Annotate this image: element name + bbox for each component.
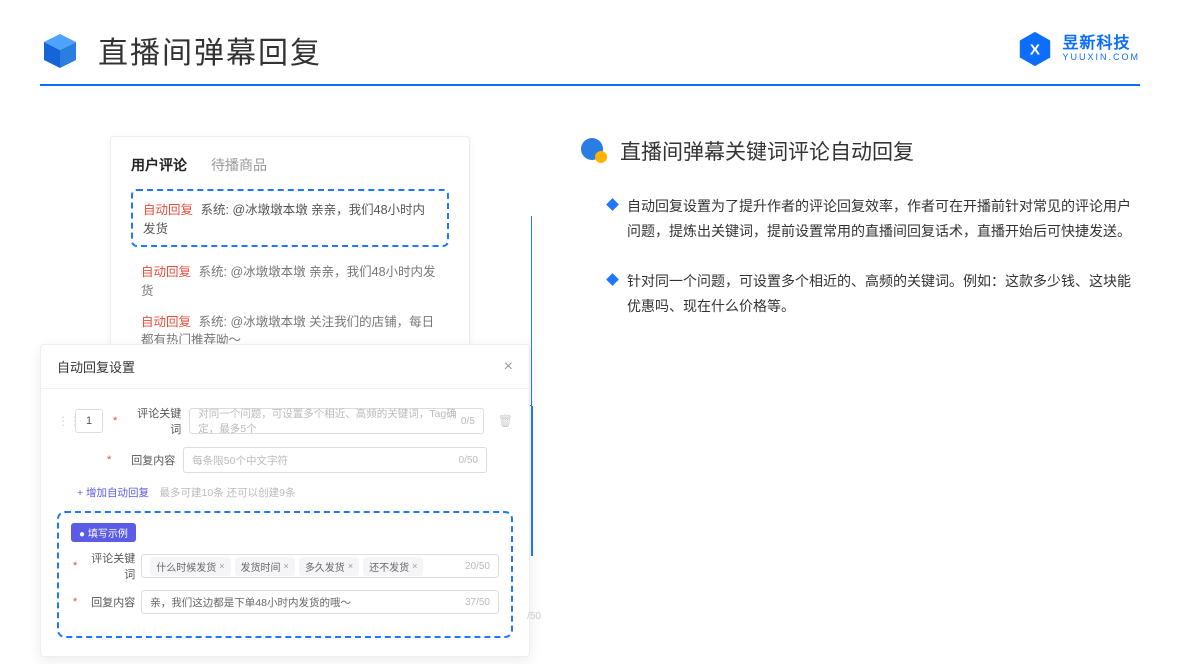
bullet-text: 针对同一个问题，可设置多个相近的、高频的关键词。例如：这款多少钱、这块能优惠吗、…	[627, 269, 1140, 318]
content-label: 回复内容	[121, 452, 175, 468]
tag-chip[interactable]: 多久发货×	[299, 557, 359, 576]
placeholder-text: 对同一个问题，可设置多个相近、高频的关键词，Tag确定，最多5个	[198, 406, 461, 436]
page-title: 直播间弹幕回复	[98, 28, 322, 72]
order-number: 1	[75, 409, 103, 433]
example-content-text: 亲，我们这边都是下单48小时内发货的哦～	[150, 595, 351, 610]
tag-remove-icon[interactable]: ×	[412, 561, 417, 571]
tag-chip[interactable]: 什么时候发货×	[150, 557, 230, 576]
section-title: 直播间弹幕关键词评论自动回复	[620, 136, 914, 166]
example-keyword-input[interactable]: 什么时候发货× 发货时间×多久发货×还不发货× 20/50	[141, 554, 499, 578]
auto-reply-tag: 自动回复	[141, 265, 191, 279]
left-column: 用户评论 待播商品 自动回复 系统: @冰墩墩本墩 亲亲，我们48小时内发货 自…	[40, 136, 540, 381]
settings-modal: 自动回复设置 × ⋮⋮ 1 * 评论关键词 对同一个问题，可设置多个相近、高频的…	[40, 344, 530, 657]
svg-text:X: X	[1030, 42, 1040, 59]
tag-chip[interactable]: 发货时间×	[235, 557, 295, 576]
add-reply-link[interactable]: + 增加自动回复	[77, 487, 149, 499]
brand-logo-icon: X	[1016, 30, 1054, 68]
tag-list: 什么时候发货× 发货时间×多久发货×还不发货×	[150, 557, 427, 576]
placeholder-text: 每条限50个中文字符	[192, 453, 288, 468]
tag-remove-icon[interactable]: ×	[348, 561, 353, 571]
auto-reply-tag: 自动回复	[141, 315, 191, 329]
diamond-icon	[606, 198, 619, 211]
counter: 0/5	[461, 416, 475, 427]
drag-handle-icon[interactable]: ⋮⋮	[57, 414, 67, 428]
connector-line-2	[531, 406, 533, 556]
right-column: 直播间弹幕关键词评论自动回复 自动回复设置为了提升作者的评论回复效率，作者可在开…	[580, 136, 1140, 381]
tab-pending-goods[interactable]: 待播商品	[211, 155, 267, 175]
tag-remove-icon[interactable]: ×	[219, 561, 224, 571]
cube-icon	[40, 30, 80, 70]
example-badge: ● 填写示例	[71, 523, 136, 542]
add-hint: 最多可建10条 还可以创建9条	[160, 487, 296, 499]
diamond-icon	[606, 273, 619, 286]
auto-reply-tag: 自动回复	[143, 203, 193, 217]
keyword-label: 评论关键词	[85, 550, 135, 582]
sys-label: 系统:	[201, 203, 229, 217]
tag-chip[interactable]: 还不发货×	[363, 557, 423, 576]
page-header: 直播间弹幕回复	[0, 0, 1180, 84]
bullet-item: 自动回复设置为了提升作者的评论回复效率，作者可在开播前针对常见的评论用户问题，提…	[580, 194, 1140, 243]
required-dot: *	[113, 415, 117, 427]
trash-icon[interactable]: 🗑	[498, 414, 513, 428]
bullet-text: 自动回复设置为了提升作者的评论回复效率，作者可在开播前针对常见的评论用户问题，提…	[627, 194, 1140, 243]
highlighted-comment: 自动回复 系统: @冰墩墩本墩 亲亲，我们48小时内发货	[131, 189, 449, 247]
close-icon[interactable]: ×	[504, 358, 513, 376]
brand-url: YUUXIN.COM	[1062, 53, 1140, 63]
sys-label: 系统:	[199, 265, 227, 279]
comment-row: 自动回复 系统: @冰墩墩本墩 亲亲，我们48小时内发货	[131, 257, 449, 307]
example-box: ● 填写示例 * 评论关键词 什么时候发货× 发货时间×多久发货×还不发货× 20…	[57, 511, 513, 638]
keyword-input[interactable]: 对同一个问题，可设置多个相近、高频的关键词，Tag确定，最多5个 0/5	[189, 408, 483, 434]
tag-remove-icon[interactable]: ×	[284, 561, 289, 571]
sys-label: 系统:	[199, 315, 227, 329]
tab-user-comments[interactable]: 用户评论	[131, 155, 187, 175]
outer-counter: /50	[527, 611, 541, 622]
counter: 37/50	[465, 597, 490, 608]
counter: 0/50	[459, 455, 478, 466]
counter: 20/50	[465, 561, 490, 572]
bullet-item: 针对同一个问题，可设置多个相近的、高频的关键词。例如：这款多少钱、这块能优惠吗、…	[580, 269, 1140, 318]
required-dot: *	[107, 454, 111, 466]
chat-bubble-icon	[580, 137, 608, 165]
required-dot: *	[73, 596, 77, 608]
content-input[interactable]: 每条限50个中文字符 0/50	[183, 447, 487, 473]
brand-name: 昱新科技	[1062, 35, 1140, 53]
modal-title: 自动回复设置	[57, 357, 135, 376]
brand-block: X 昱新科技 YUUXIN.COM	[1016, 30, 1140, 68]
keyword-label: 评论关键词	[127, 405, 181, 437]
content-label: 回复内容	[85, 594, 135, 610]
required-dot: *	[73, 560, 77, 572]
example-content-input[interactable]: 亲，我们这边都是下单48小时内发货的哦～ 37/50	[141, 590, 499, 614]
